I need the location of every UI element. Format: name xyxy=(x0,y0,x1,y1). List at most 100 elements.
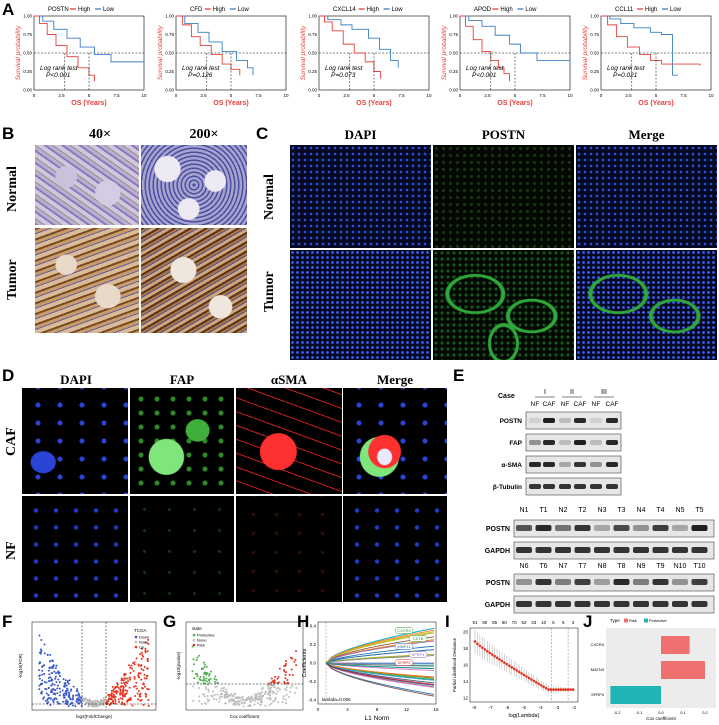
lasso-gene-box xyxy=(408,651,428,658)
j-legend-item: Risk xyxy=(629,618,637,623)
cox-point xyxy=(230,692,233,695)
volcano-point xyxy=(62,678,65,681)
blot-membrane xyxy=(525,411,622,430)
cox-point xyxy=(212,697,215,700)
cox-point xyxy=(223,693,226,696)
cox-point xyxy=(202,661,205,664)
cox-point xyxy=(196,656,199,659)
volcano-point xyxy=(83,699,86,702)
cox-point xyxy=(272,691,275,694)
volcano-point xyxy=(48,673,51,676)
km-pvalue: P=0.021 xyxy=(613,72,638,79)
blot-lane-bottom: T6 xyxy=(539,563,547,570)
volcano-point xyxy=(55,681,58,684)
km-curve-low xyxy=(601,15,678,76)
cox-point xyxy=(286,681,289,684)
icc-nf-asma xyxy=(236,496,342,602)
cox-point xyxy=(200,702,203,705)
volcano-point xyxy=(67,691,70,694)
cox-point xyxy=(225,688,228,691)
d-col-fap: FAP xyxy=(169,372,195,387)
blot-lane-top: T1 xyxy=(539,507,547,514)
km-test-label: Log rank test xyxy=(325,65,364,72)
km-legend-low: Low xyxy=(525,7,537,13)
blot-band xyxy=(555,601,571,607)
volcano-point xyxy=(133,661,136,664)
blot-band xyxy=(516,579,532,585)
km-svg: CCL11 High Low 0.00 0.25 0.50 0.75 1.00 0 2.5 5 7.5… xyxy=(582,7,714,107)
icc-nf-merge xyxy=(343,496,447,602)
volcano-point xyxy=(56,684,59,687)
j-legend-swatch xyxy=(624,618,628,623)
volcano-point xyxy=(38,684,41,687)
cox-point xyxy=(208,678,211,681)
cox-point xyxy=(285,659,288,662)
cv-ytick: 16 xyxy=(463,663,469,668)
lasso-path xyxy=(325,662,435,684)
volcano-point xyxy=(57,670,60,673)
cv-point xyxy=(485,649,489,653)
volcano-point xyxy=(41,669,44,672)
cox-point xyxy=(193,677,196,680)
cv-point xyxy=(503,661,506,664)
km-svg: CFD High Low 0.00 0.25 0.50 0.75 1.00 0 2.5 5 7.5 10… xyxy=(157,7,289,107)
volcano-point xyxy=(52,693,55,696)
volcano-point xyxy=(117,698,120,701)
volcano-point xyxy=(120,703,123,706)
blot-band xyxy=(535,601,552,607)
cox-point xyxy=(201,679,204,682)
km-curve-high xyxy=(601,15,701,66)
km-ytick: 0.00 xyxy=(308,88,317,93)
volcano-point xyxy=(145,677,148,680)
cox-point xyxy=(293,660,296,663)
cox-point xyxy=(206,700,209,703)
cox-point xyxy=(228,700,231,703)
volcano-point xyxy=(68,679,71,682)
volcano-point xyxy=(54,677,57,680)
cv-point xyxy=(561,688,565,691)
cox-point xyxy=(244,701,247,704)
km-ytick: 0.75 xyxy=(449,32,458,37)
cox-point xyxy=(220,687,223,690)
cox-point xyxy=(273,683,276,686)
volcano-point xyxy=(137,698,140,701)
volcano-point xyxy=(80,696,83,699)
blot-band xyxy=(633,547,649,553)
volcano-point xyxy=(127,699,130,702)
ihc-normal-40x xyxy=(35,145,139,225)
blot-row-label: POSTN xyxy=(486,580,510,587)
volcano-point xyxy=(139,672,142,675)
cox-point xyxy=(285,683,288,686)
volcano-point xyxy=(146,650,149,653)
km-svg: POSTN High Low 0.00 0.25 0.50 0.75 1.00 0 2.5 5 7.5… xyxy=(15,7,147,107)
blot-band xyxy=(652,579,669,585)
blot-membrane xyxy=(525,433,622,452)
km-plot-apod: APOD High Low 0.00 0.25 0.50 0.75 1.00 0 2.5 5 7.5 1… xyxy=(438,2,574,120)
volcano-point xyxy=(143,685,146,688)
cox-point xyxy=(274,675,277,678)
blot-band xyxy=(543,484,555,489)
volcano-point xyxy=(67,695,70,698)
lasso-ytick: 0.2 xyxy=(310,642,317,647)
cv-point xyxy=(564,688,567,691)
cox-point xyxy=(294,650,297,653)
blot-band xyxy=(633,525,649,531)
d-col-asma: αSMA xyxy=(270,372,308,387)
volcano-point xyxy=(52,664,55,667)
cv-top-label: 6 xyxy=(552,620,555,625)
volcano-point xyxy=(40,638,43,641)
volcano-point xyxy=(116,683,119,686)
volcano-point xyxy=(45,681,48,684)
blot-band xyxy=(672,579,688,585)
cv-point xyxy=(559,688,563,691)
blot-lane-top: T5 xyxy=(695,507,703,514)
volcano-point xyxy=(140,647,143,650)
cox-point xyxy=(225,691,228,694)
lasso-xtick: 0 xyxy=(317,707,320,712)
blot-band xyxy=(574,484,586,489)
cv-point xyxy=(530,678,533,681)
km-ytick: 0.00 xyxy=(449,88,458,93)
blot-band xyxy=(606,484,618,489)
cox-point xyxy=(215,698,218,701)
km-legend-low: Low xyxy=(238,7,250,13)
